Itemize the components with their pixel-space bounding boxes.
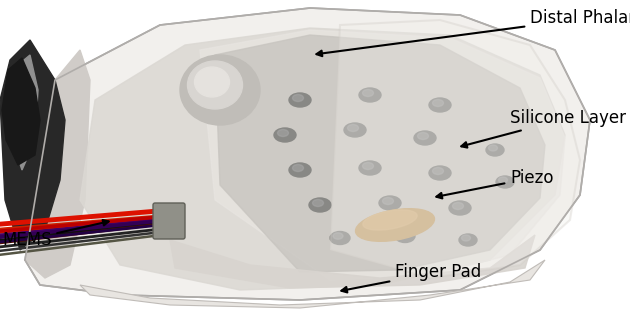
Polygon shape [200, 30, 565, 280]
Ellipse shape [362, 90, 374, 96]
Ellipse shape [452, 202, 464, 209]
Polygon shape [0, 40, 65, 250]
Text: Piezo: Piezo [437, 169, 554, 198]
Polygon shape [80, 260, 545, 308]
Polygon shape [330, 20, 580, 278]
Ellipse shape [188, 61, 243, 109]
Ellipse shape [309, 198, 331, 212]
Ellipse shape [362, 163, 374, 169]
Ellipse shape [429, 166, 451, 180]
Ellipse shape [359, 88, 381, 102]
Polygon shape [25, 8, 590, 300]
Ellipse shape [429, 98, 451, 112]
Ellipse shape [355, 209, 435, 241]
Ellipse shape [433, 168, 444, 174]
Ellipse shape [459, 234, 477, 246]
Polygon shape [80, 28, 565, 290]
Ellipse shape [195, 67, 229, 97]
Ellipse shape [292, 95, 304, 101]
Ellipse shape [180, 55, 260, 125]
Ellipse shape [359, 161, 381, 175]
Ellipse shape [330, 232, 350, 245]
Ellipse shape [433, 100, 444, 106]
Ellipse shape [348, 124, 358, 131]
Ellipse shape [363, 210, 417, 230]
FancyBboxPatch shape [153, 203, 185, 239]
Ellipse shape [496, 176, 514, 188]
Ellipse shape [462, 235, 471, 241]
Polygon shape [8, 55, 38, 170]
Ellipse shape [498, 177, 508, 183]
Text: Finger Pad: Finger Pad [341, 263, 481, 292]
Ellipse shape [418, 133, 428, 139]
Ellipse shape [382, 197, 394, 204]
Ellipse shape [344, 123, 366, 137]
Text: Silicone Layer: Silicone Layer [461, 109, 626, 148]
Ellipse shape [395, 230, 415, 242]
Ellipse shape [414, 131, 436, 145]
Polygon shape [215, 35, 545, 272]
Polygon shape [170, 235, 535, 288]
Text: Distal Phalanx: Distal Phalanx [316, 9, 630, 56]
Ellipse shape [277, 129, 289, 137]
Ellipse shape [398, 231, 408, 237]
Polygon shape [2, 58, 40, 165]
Ellipse shape [289, 163, 311, 177]
Text: MEMS: MEMS [2, 220, 108, 249]
Ellipse shape [379, 196, 401, 210]
Ellipse shape [333, 233, 343, 239]
Polygon shape [25, 50, 90, 278]
Ellipse shape [449, 201, 471, 215]
Ellipse shape [486, 144, 504, 156]
Ellipse shape [312, 199, 323, 207]
Ellipse shape [292, 164, 304, 172]
Ellipse shape [289, 93, 311, 107]
Ellipse shape [488, 145, 498, 151]
Ellipse shape [274, 128, 296, 142]
